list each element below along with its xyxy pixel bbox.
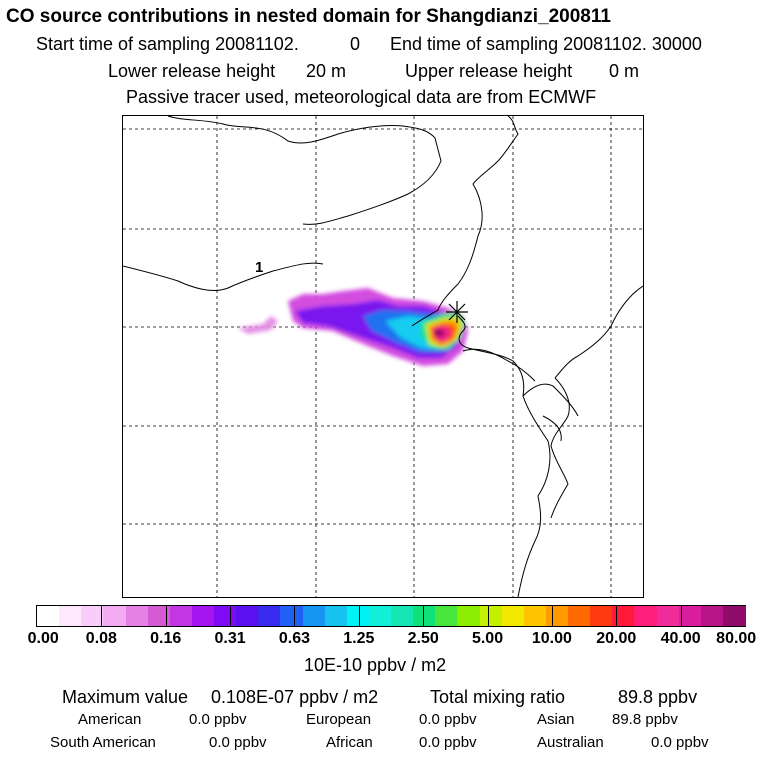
colorbar-segment — [523, 606, 547, 626]
colorbar-tick-label: 5.00 — [471, 630, 504, 647]
tracer-note: Passive tracer used, meteorological data… — [126, 87, 597, 107]
colorbar-segment — [258, 606, 281, 626]
colorbar-tick-label: 40.00 — [660, 630, 701, 647]
south-american-value: 0.0 ppbv — [209, 734, 267, 751]
colorbar-tick-label: 0.08 — [85, 630, 117, 647]
map-canvas: 1 — [123, 116, 643, 597]
colorbar-tick-label: 0.63 — [278, 630, 311, 647]
colorbar-segment — [457, 606, 480, 626]
colorbar-segment — [568, 606, 591, 626]
colorbar-segment — [722, 606, 746, 626]
colorbar-segment — [678, 606, 702, 626]
colorbar-segment — [413, 606, 436, 626]
start-time-value: 0 — [350, 34, 361, 54]
american-label: American — [78, 711, 142, 728]
african-label: African — [326, 734, 373, 751]
colorbar-segment — [435, 606, 458, 626]
colorbar-divider — [487, 606, 489, 626]
colorbar-tick-label: 2.50 — [407, 630, 439, 647]
max-value-label: Maximum value — [62, 687, 189, 707]
colorbar-segment — [346, 606, 370, 626]
start-time-label: Start time of sampling 20081102. — [36, 34, 299, 54]
colorbar-divider — [680, 606, 682, 626]
colorbar-divider — [230, 606, 232, 626]
colorbar-tick-label: 20.00 — [596, 630, 637, 647]
colorbar-segment — [37, 606, 60, 626]
colorbar-tick-label: 10.00 — [531, 630, 572, 647]
colorbar-segment — [612, 606, 635, 626]
max-value: 0.108E-07 ppbv / m2 — [211, 687, 379, 707]
colorbar-tick-label: 1.25 — [343, 630, 375, 647]
lower-release-value: 20 m — [306, 61, 347, 81]
border-label: 1 — [255, 259, 263, 276]
colorbar-segment — [634, 606, 657, 626]
upper-release-value: 0 m — [609, 61, 640, 81]
colorbar-segment — [147, 606, 171, 626]
colorbar-segment — [81, 606, 104, 626]
colorbar-divider — [358, 606, 360, 626]
colorbar — [36, 605, 746, 627]
colorbar-segment — [169, 606, 193, 626]
colorbar-segment — [545, 606, 569, 626]
colorbar-segment — [280, 606, 303, 626]
colorbar-unit-label: 10E-10 ppbv / m2 — [304, 655, 447, 675]
colorbar-divider — [423, 606, 425, 626]
coastlines-borders — [123, 116, 643, 597]
colorbar-segment — [368, 606, 392, 626]
colorbar-tick-label: 0.31 — [214, 630, 246, 647]
colorbar-divider — [101, 606, 103, 626]
australian-label: Australian — [537, 734, 604, 751]
colorbar-segment — [324, 606, 348, 626]
colorbar-tick-label: 80.00 — [716, 630, 757, 647]
colorbar-tick-label: 0.16 — [150, 630, 182, 647]
european-value: 0.0 ppbv — [419, 711, 477, 728]
total-mixing-value: 89.8 ppbv — [618, 687, 698, 707]
european-label: European — [306, 711, 372, 728]
colorbar-segment — [214, 606, 237, 626]
colorbar-segment — [391, 606, 414, 626]
colorbar-divider — [294, 606, 296, 626]
colorbar-segment — [302, 606, 326, 626]
colorbar-segment — [656, 606, 680, 626]
colorbar-segment — [125, 606, 149, 626]
colorbar-segment — [501, 606, 525, 626]
grid-lines — [123, 116, 643, 597]
colorbar-segment — [590, 606, 613, 626]
colorbar-divider — [165, 606, 167, 626]
colorbar-divider — [616, 606, 618, 626]
end-time-label: End time of sampling 20081102. 30000 — [390, 34, 702, 54]
colorbar-segment — [191, 606, 215, 626]
colorbar-divider — [551, 606, 553, 626]
map-panel: 1 — [122, 115, 644, 598]
south-american-label: South American — [50, 734, 156, 751]
concentration-plume — [238, 288, 468, 366]
asian-value: 89.8 ppbv — [612, 711, 678, 728]
colorbar-tick-label: 0.00 — [27, 630, 59, 647]
lower-release-label: Lower release height — [108, 61, 276, 81]
colorbar-segment — [236, 606, 259, 626]
total-mixing-label: Total mixing ratio — [430, 687, 566, 707]
colorbar-segment — [103, 606, 126, 626]
australian-value: 0.0 ppbv — [651, 734, 709, 751]
american-value: 0.0 ppbv — [189, 711, 247, 728]
receptor-marker — [446, 301, 468, 323]
colorbar-segment — [700, 606, 724, 626]
colorbar-segment — [59, 606, 82, 626]
upper-release-label: Upper release height — [405, 61, 573, 81]
plot-title: CO source contributions in nested domain… — [6, 6, 611, 27]
asian-label: Asian — [537, 711, 575, 728]
colorbar-segment — [479, 606, 503, 626]
african-value: 0.0 ppbv — [419, 734, 477, 751]
